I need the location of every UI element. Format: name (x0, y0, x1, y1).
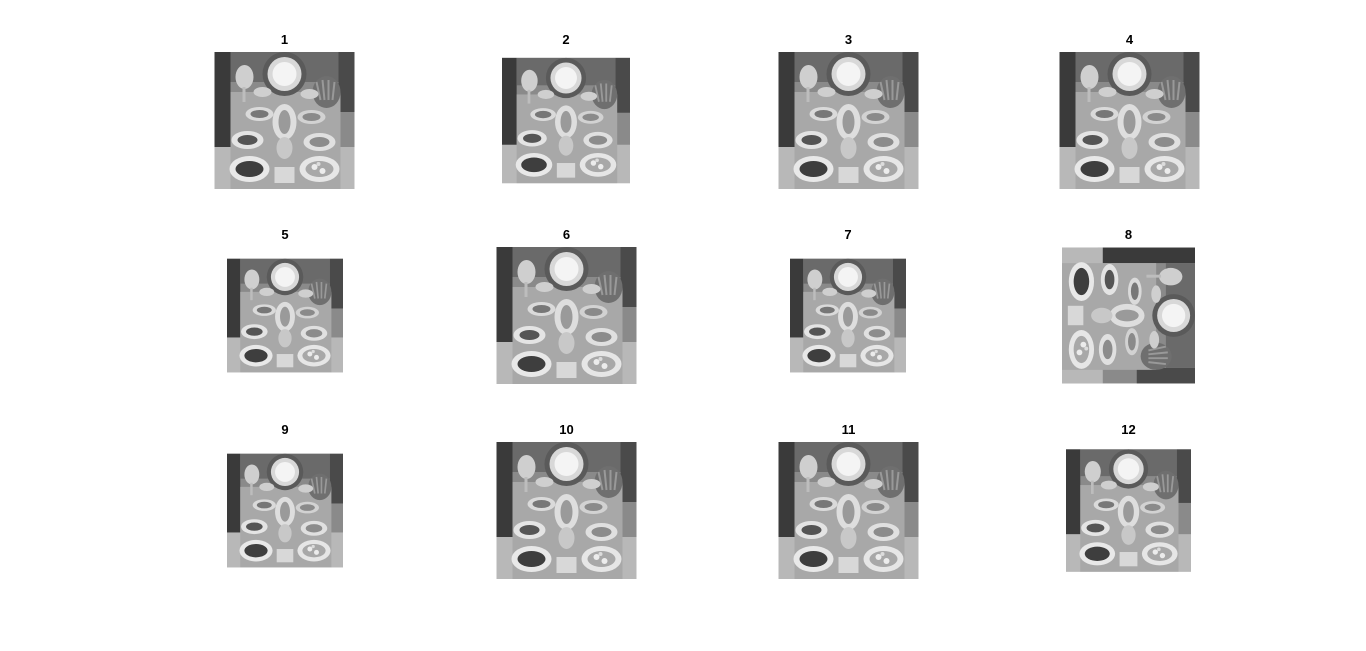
subplot-9: 9 (227, 422, 343, 579)
rotated-grayscale-image (1062, 247, 1195, 384)
subplot-title: 8 (1124, 227, 1133, 242)
subplot-11: 11 (778, 422, 919, 579)
subplot-title: 11 (841, 422, 856, 437)
subplot-title: 2 (562, 32, 570, 47)
subplot-title: 5 (281, 227, 289, 242)
subplot-7: 7 (790, 227, 906, 384)
grayscale-image (214, 52, 355, 189)
grayscale-image (1059, 52, 1200, 189)
subplot-6: 6 (496, 227, 637, 384)
subplot-5: 5 (227, 227, 343, 384)
subplot-title: 4 (1125, 32, 1134, 47)
subplot-title: 10 (559, 422, 574, 437)
subplot-2: 2 (502, 32, 630, 189)
subplot-title: 9 (281, 422, 289, 437)
grayscale-image (496, 247, 637, 384)
subplot-4: 4 (1059, 32, 1200, 189)
grayscale-image (790, 257, 906, 374)
grayscale-image (227, 257, 343, 374)
subplot-title: 6 (562, 227, 571, 242)
subplot-8: 8 (1062, 227, 1195, 384)
subplot-1: 1 (214, 32, 355, 189)
subplot-title: 12 (1121, 422, 1136, 437)
subplot-title: 3 (844, 32, 853, 47)
subplot-12: 12 (1066, 422, 1191, 579)
grayscale-image (778, 52, 919, 189)
grayscale-image (1066, 448, 1191, 573)
grayscale-image (502, 56, 630, 185)
subplot-10: 10 (496, 422, 637, 579)
subplot-title: 7 (844, 227, 852, 242)
subplot-title: 1 (280, 32, 289, 47)
subplot-3: 3 (778, 32, 919, 189)
grayscale-image (778, 442, 919, 579)
grayscale-image (227, 452, 343, 569)
grayscale-image (496, 442, 637, 579)
